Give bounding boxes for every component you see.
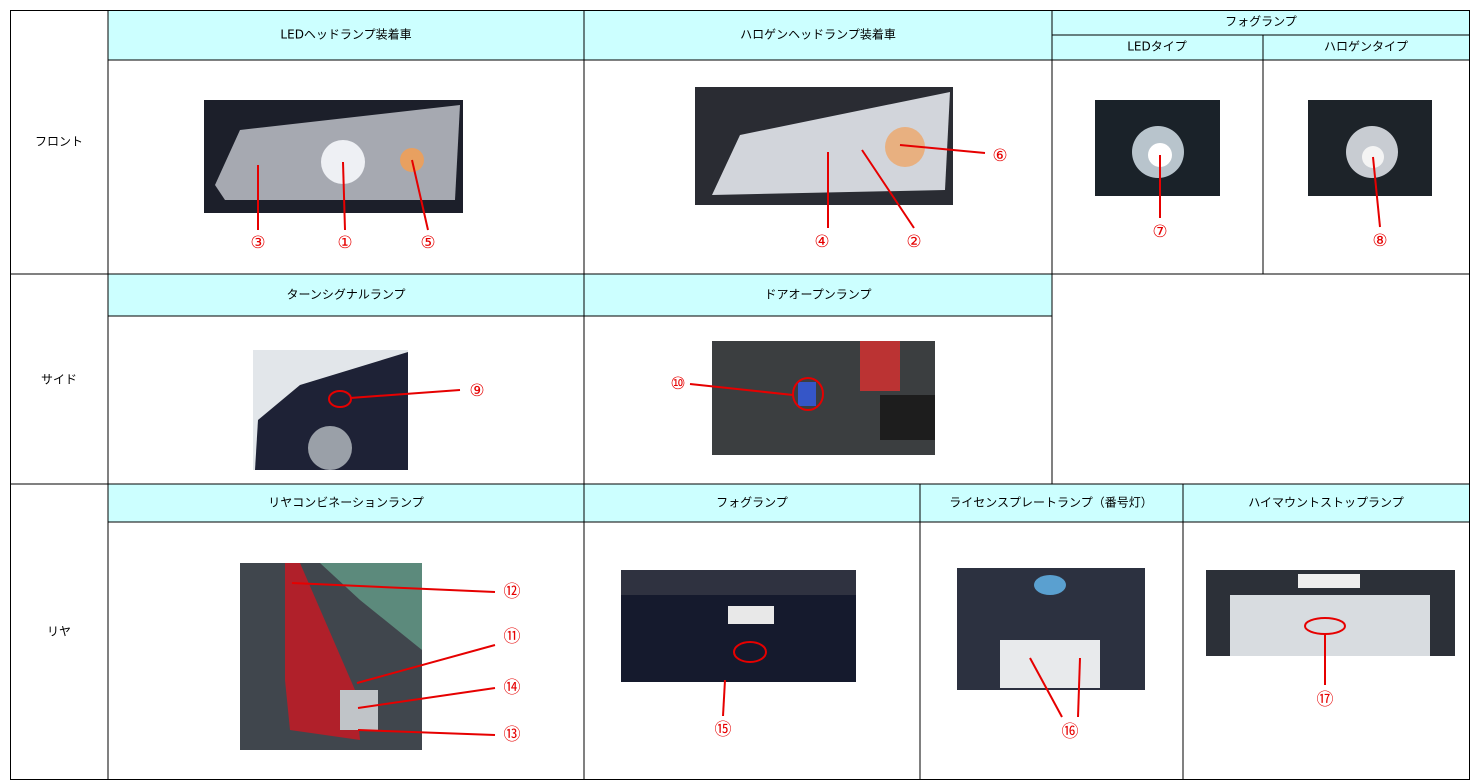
callout: ⑪ (504, 627, 521, 647)
callout: ⑩ (670, 374, 685, 394)
callout: ⑭ (504, 678, 521, 698)
column-header: LEDヘッドランプ装着車 (280, 27, 411, 42)
callout: ⑥ (992, 146, 1007, 166)
callout: ① (337, 233, 352, 253)
column-header: ドアオープンランプ (765, 288, 872, 302)
column-header: ハロゲンタイプ (1324, 40, 1408, 54)
column-header: フォグランプ (1225, 15, 1297, 29)
callout: ③ (250, 233, 265, 253)
column-header: ハロゲンヘッドランプ装着車 (740, 27, 896, 42)
callout: ⑫ (504, 582, 521, 602)
column-header: ターンシグナルランプ (286, 288, 405, 302)
column-header: ライセンスプレートランプ（番号灯） (949, 496, 1152, 510)
callout-lines (257, 144, 1381, 736)
column-header: LEDタイプ (1127, 40, 1187, 54)
texts: フロント サイド リヤ LEDヘッドランプ装着車 ハロゲンヘッドランプ装着車 フ… (35, 15, 1408, 746)
row-label: フロント (35, 135, 83, 149)
column-header: ハイマウントストップランプ (1248, 496, 1403, 510)
callout: ⑯ (1062, 722, 1079, 742)
callout: ② (906, 232, 921, 252)
column-header: リヤコンビネーションランプ (268, 496, 423, 510)
images (204, 87, 1455, 750)
callout: ⑧ (1372, 231, 1387, 251)
callout: ⑨ (469, 381, 484, 401)
column-header: フォグランプ (716, 496, 788, 510)
callout: ⑮ (715, 720, 732, 740)
callout: ④ (814, 232, 829, 252)
row-label: リヤ (47, 625, 71, 639)
callout: ⑰ (1317, 690, 1334, 710)
callout: ⑬ (504, 725, 521, 745)
row-label: サイド (41, 373, 77, 387)
callout: ⑤ (420, 233, 435, 253)
callout: ⑦ (1152, 222, 1167, 242)
